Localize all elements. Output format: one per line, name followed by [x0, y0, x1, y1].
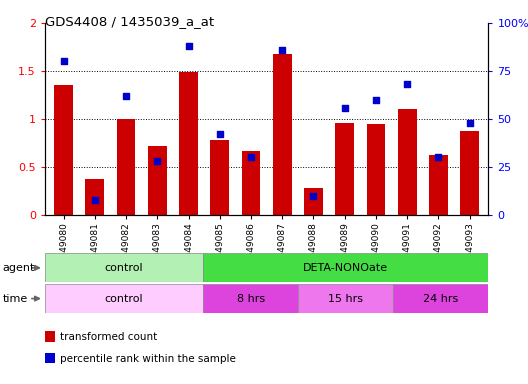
- Bar: [429, 155, 448, 215]
- Bar: [117, 119, 136, 215]
- Text: DETA-NONOate: DETA-NONOate: [303, 263, 389, 273]
- Point: [247, 154, 255, 161]
- Point: [122, 93, 130, 99]
- Text: agent: agent: [3, 263, 35, 273]
- Bar: [273, 54, 291, 215]
- Bar: [366, 124, 385, 215]
- Point: [278, 47, 287, 53]
- Text: percentile rank within the sample: percentile rank within the sample: [60, 354, 236, 364]
- Text: 8 hrs: 8 hrs: [237, 293, 265, 304]
- Bar: [179, 72, 198, 215]
- Bar: [335, 123, 354, 215]
- Bar: [45, 353, 54, 364]
- Point: [372, 97, 380, 103]
- Bar: [304, 188, 323, 215]
- Point: [59, 58, 68, 65]
- Text: control: control: [105, 263, 144, 273]
- Point: [466, 120, 474, 126]
- Point: [434, 154, 442, 161]
- Bar: [460, 131, 479, 215]
- Bar: [398, 109, 417, 215]
- Bar: [148, 146, 167, 215]
- Bar: [242, 151, 260, 215]
- Bar: [45, 331, 54, 341]
- Text: time: time: [3, 293, 28, 304]
- Point: [403, 81, 411, 88]
- Point: [184, 43, 193, 49]
- Bar: [203, 284, 298, 313]
- Point: [91, 197, 99, 203]
- Text: 15 hrs: 15 hrs: [328, 293, 363, 304]
- Point: [153, 158, 162, 164]
- Bar: [54, 86, 73, 215]
- Text: GDS4408 / 1435039_a_at: GDS4408 / 1435039_a_at: [45, 15, 214, 28]
- Bar: [203, 253, 488, 282]
- Point: [309, 193, 318, 199]
- Bar: [211, 140, 229, 215]
- Point: [215, 131, 224, 137]
- Bar: [393, 284, 488, 313]
- Bar: [298, 284, 393, 313]
- Text: control: control: [105, 293, 144, 304]
- Text: transformed count: transformed count: [60, 331, 158, 341]
- Bar: [45, 284, 203, 313]
- Text: 24 hrs: 24 hrs: [423, 293, 458, 304]
- Bar: [45, 253, 203, 282]
- Point: [341, 104, 349, 111]
- Bar: [86, 179, 104, 215]
